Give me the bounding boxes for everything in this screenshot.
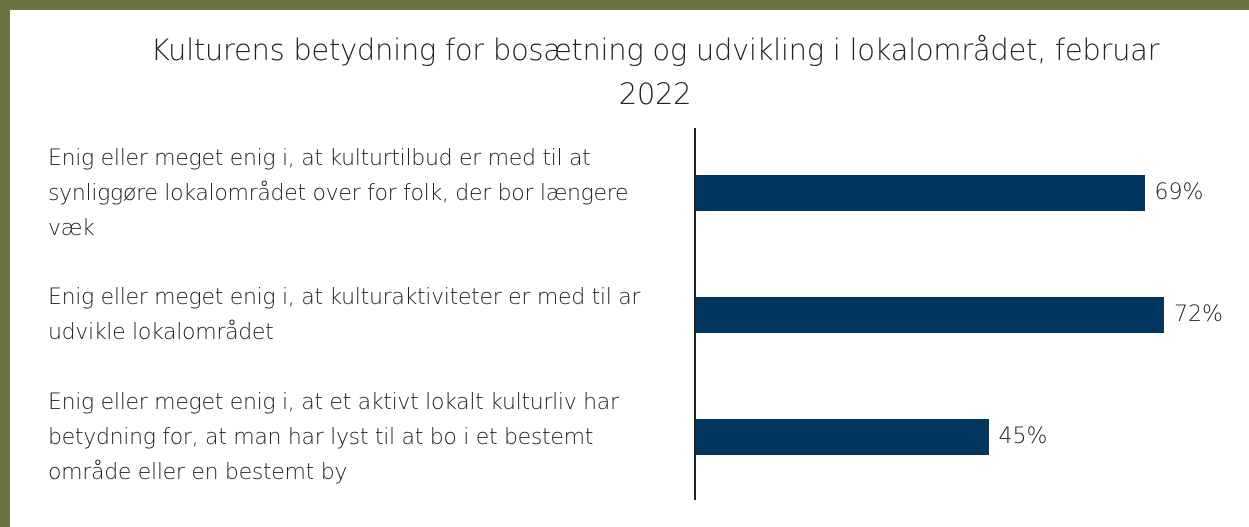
value-label: 69% bbox=[1154, 180, 1204, 205]
bar bbox=[696, 419, 989, 455]
chart: Kulturens betydning for bosætning og udv… bbox=[10, 10, 1249, 527]
axis-line bbox=[694, 128, 696, 500]
bar bbox=[696, 297, 1164, 333]
value-label: 72% bbox=[1174, 302, 1223, 327]
value-label: 45% bbox=[998, 424, 1048, 449]
chart-title: Kulturens betydning for bosætning og udv… bbox=[150, 33, 1160, 111]
bar bbox=[696, 175, 1145, 211]
category-label: Enig eller meget enig i, at kulturaktivi… bbox=[48, 285, 641, 345]
category-label: Enig eller meget enig i, at kulturtilbud… bbox=[48, 145, 629, 241]
category-label: Enig eller meget enig i, at et aktivt lo… bbox=[48, 389, 619, 485]
